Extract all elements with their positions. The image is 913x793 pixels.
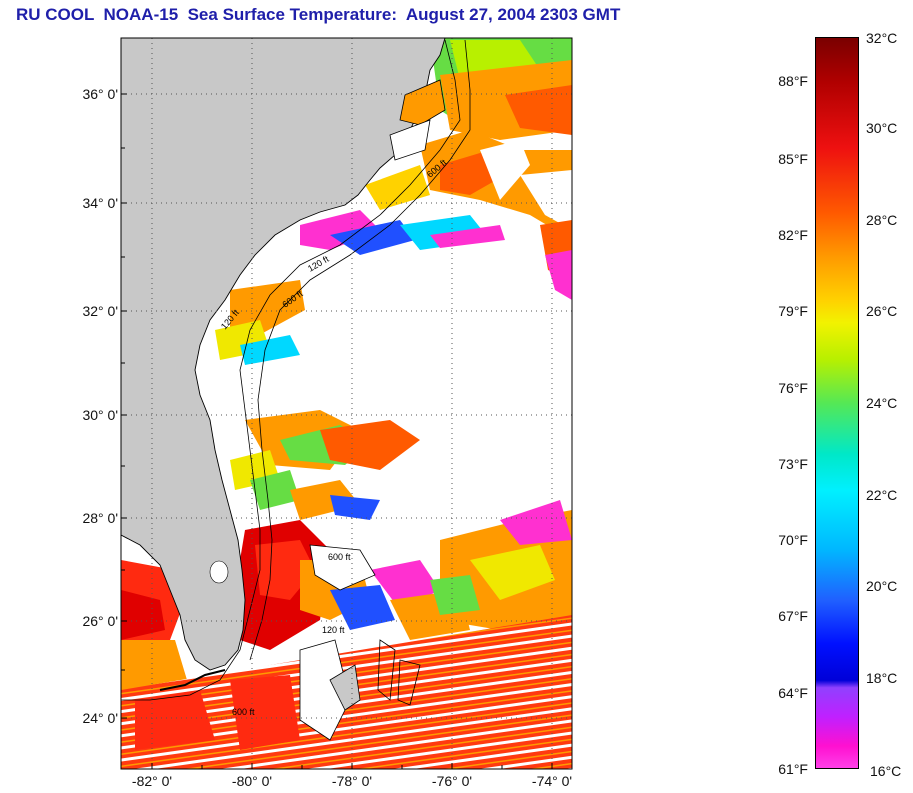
colorbar-f-label: 67°F — [778, 608, 808, 624]
isobaths — [121, 39, 471, 701]
colorbar-f-label: 73°F — [778, 456, 808, 472]
lat-label: 30° 0' — [82, 407, 118, 423]
colorbar-f-label: 88°F — [778, 73, 808, 89]
colorbar-c-label: 24°C — [866, 395, 898, 411]
lat-label: 26° 0' — [82, 613, 118, 629]
colorbar-f-label: 64°F — [778, 685, 808, 701]
isobath-label: 600 ft — [232, 707, 255, 717]
colorbar-c-label: 20°C — [866, 578, 898, 594]
page-title: RU COOL NOAA-15 Sea Surface Temperature:… — [16, 5, 621, 24]
lake-okeechobee — [209, 560, 229, 584]
sound — [389, 119, 431, 161]
colorbar-f-label: 70°F — [778, 532, 808, 548]
graticule — [121, 38, 572, 769]
sst-patches — [121, 38, 572, 769]
lat-label: 24° 0' — [82, 710, 118, 726]
lon-label: -78° 0' — [331, 773, 373, 789]
lat-label: 32° 0' — [82, 303, 118, 319]
map-frame — [120, 37, 573, 770]
colorbar-c-label: 16°C — [870, 763, 902, 779]
colorbar-f-label: 76°F — [778, 380, 808, 396]
lon-label: -82° 0' — [131, 773, 173, 789]
temperature-colorbar — [815, 37, 859, 769]
colorbar-f-label: 82°F — [778, 227, 808, 243]
lon-label: -74° 0' — [531, 773, 573, 789]
colorbar-c-label: 18°C — [866, 670, 898, 686]
colorbar-c-label: 22°C — [866, 487, 898, 503]
colorbar-f-label: 85°F — [778, 151, 808, 167]
colorbar-f-label: 61°F — [778, 761, 808, 777]
colorbar-c-label: 32°C — [866, 30, 898, 46]
isobath-label: 120 ft — [322, 625, 345, 635]
florida-keys — [159, 669, 226, 691]
lon-label: -76° 0' — [431, 773, 473, 789]
colorbar-f-label: 79°F — [778, 303, 808, 319]
lat-label: 28° 0' — [82, 510, 118, 526]
lat-label: 36° 0' — [82, 86, 118, 102]
lat-label: 34° 0' — [82, 195, 118, 211]
isobath-label: 600 ft — [328, 552, 351, 562]
axis-ticks — [121, 93, 553, 769]
colorbar-c-label: 30°C — [866, 120, 898, 136]
lon-label: -80° 0' — [231, 773, 273, 789]
colorbar-c-label: 26°C — [866, 303, 898, 319]
sound — [399, 79, 446, 126]
colorbar-c-label: 28°C — [866, 212, 898, 228]
